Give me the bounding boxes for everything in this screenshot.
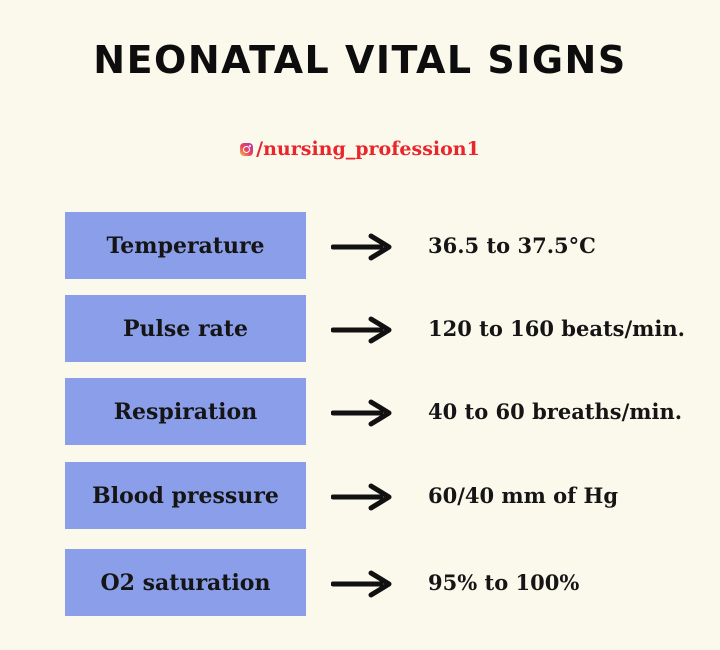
vital-value: 36.5 to 37.5°C [428,233,596,258]
arrow-right-icon [331,316,392,344]
vital-label: Blood pressure [65,462,306,529]
vital-row-pulse-rate: Pulse rate 120 to 160 beats/min. [65,295,720,362]
vital-value: 95% to 100% [428,570,580,595]
vital-label: O2 saturation [65,549,306,616]
vital-label: Pulse rate [65,295,306,362]
arrow-right-icon [331,233,392,261]
arrow-right-icon [331,570,392,598]
vital-row-respiration: Respiration 40 to 60 breaths/min. [65,378,720,445]
vital-value: 60/40 mm of Hg [428,483,619,508]
vital-label: Respiration [65,378,306,445]
vital-row-o2-saturation: O2 saturation 95% to 100% [65,549,720,616]
vital-label: Temperature [65,212,306,279]
social-handle[interactable]: /nursing_profession1 [0,138,720,160]
vital-value: 120 to 160 beats/min. [428,316,685,341]
vital-row-blood-pressure: Blood pressure 60/40 mm of Hg [65,462,720,529]
handle-text: /nursing_profession1 [256,138,480,160]
vital-row-temperature: Temperature 36.5 to 37.5°C [65,212,720,279]
vital-value: 40 to 60 breaths/min. [428,399,683,424]
instagram-icon [240,142,254,156]
arrow-right-icon [331,399,392,427]
page-title: NEONATAL VITAL SIGNS [93,38,627,82]
arrow-right-icon [331,483,392,511]
